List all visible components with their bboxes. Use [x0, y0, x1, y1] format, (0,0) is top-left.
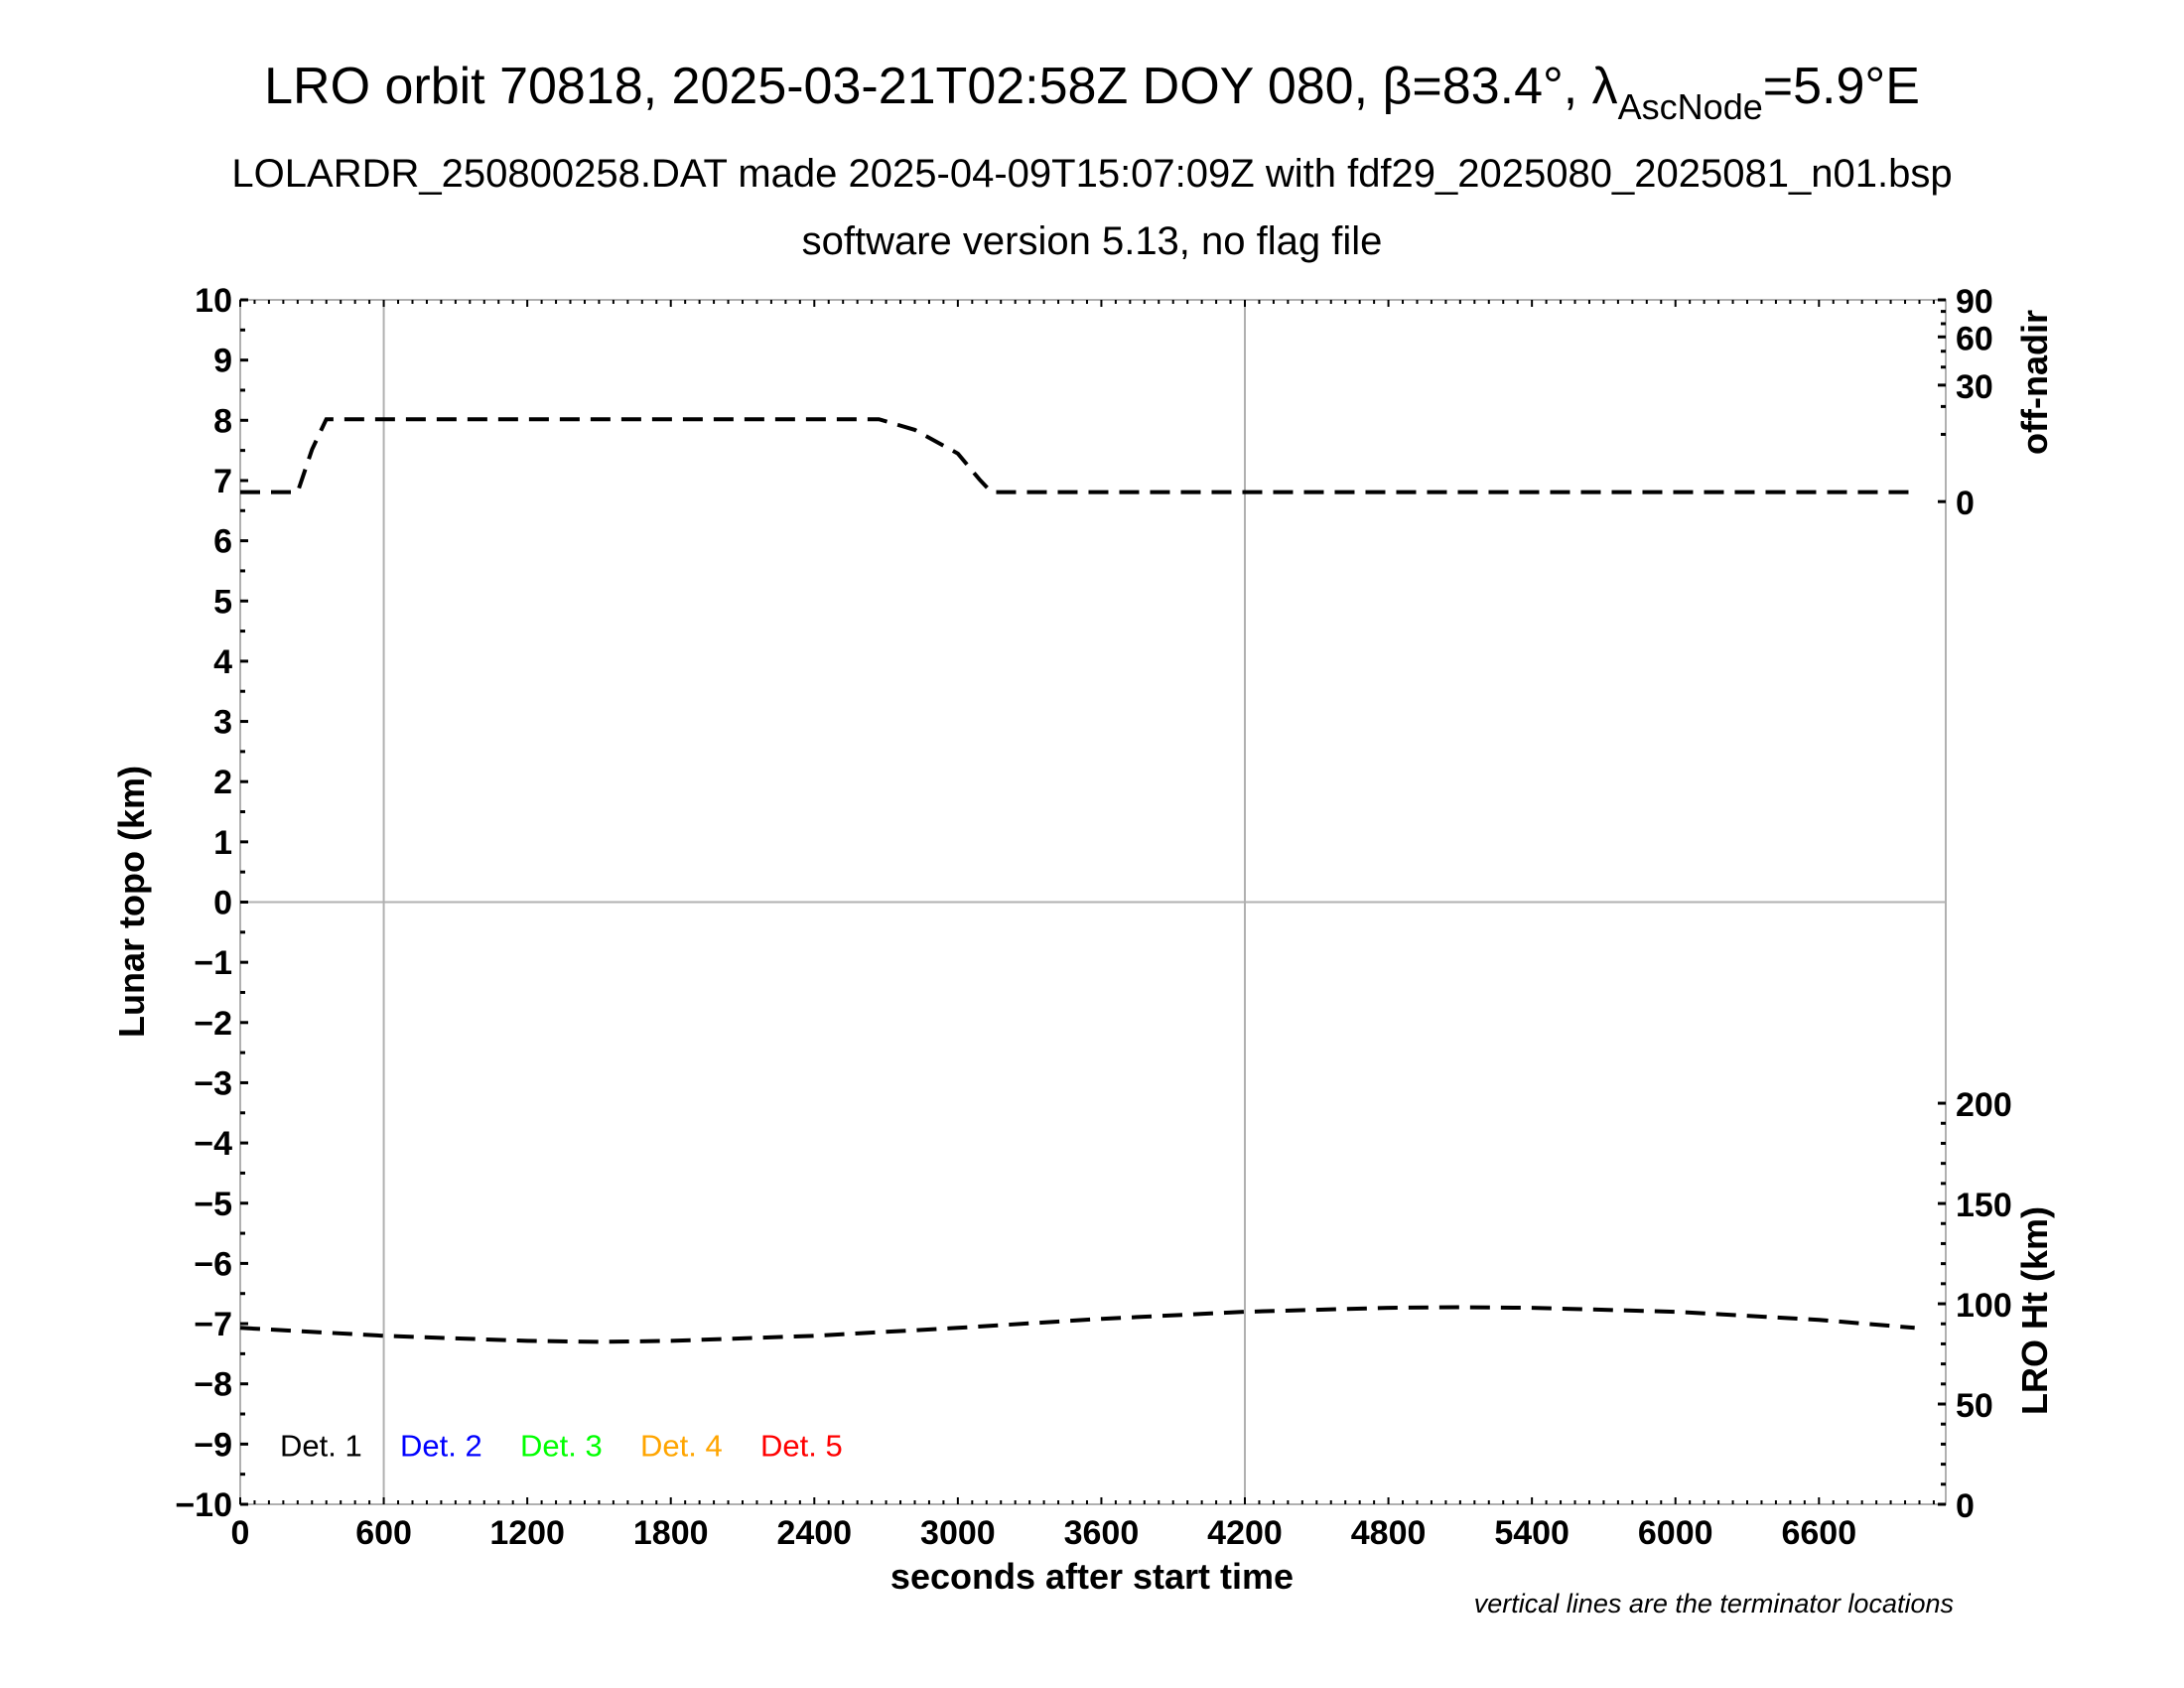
- off-nadir-tick-label: 30: [1956, 368, 1993, 406]
- x-tick-label: 3600: [1064, 1514, 1140, 1552]
- y-tick-label: 8: [213, 402, 232, 440]
- y-tick-label: 5: [213, 583, 232, 621]
- y-axis-label: Lunar topo (km): [111, 766, 152, 1038]
- y-tick-label: −7: [194, 1306, 232, 1343]
- off-nadir-tick-label: 0: [1956, 485, 1975, 522]
- y-tick-label: 9: [213, 343, 232, 380]
- x-tick-label: 6600: [1781, 1514, 1856, 1552]
- x-tick-label: 1800: [633, 1514, 709, 1552]
- x-axis-label: seconds after start time: [890, 1556, 1294, 1597]
- lro-ht-axis-label: LRO Ht (km): [2014, 1206, 2055, 1415]
- lro-ht-tick-label: 150: [1956, 1187, 2012, 1224]
- x-tick-label: 0: [231, 1514, 250, 1552]
- legend-entry-det-4: Det. 4: [640, 1428, 723, 1463]
- y-tick-label: 6: [213, 523, 232, 561]
- x-tick-label: 6000: [1638, 1514, 1713, 1552]
- legend-entry-det-3: Det. 3: [520, 1428, 603, 1463]
- y-tick-label: −6: [194, 1245, 232, 1283]
- y-tick-label: 3: [213, 704, 232, 742]
- y-tick-label: −2: [194, 1005, 232, 1043]
- legend-entry-det-2: Det. 2: [400, 1428, 482, 1463]
- x-tick-label: 1200: [489, 1514, 565, 1552]
- lro-ht-tick-label: 0: [1956, 1487, 1975, 1525]
- off-nadir-line: [240, 417, 1915, 494]
- x-tick-label: 3000: [920, 1514, 996, 1552]
- y-tick-label: 2: [213, 764, 232, 801]
- terminator-note: vertical lines are the terminator locati…: [1474, 1589, 1954, 1618]
- plot-area: 0 600 1200 1800 2400 3000 3600 4200 4800 5400 6000…: [175, 282, 2011, 1552]
- y-tick-label: 1: [213, 824, 232, 862]
- off-nadir-tick-label: 90: [1956, 283, 1993, 321]
- y-tick-label: −9: [194, 1426, 232, 1464]
- x-tick-label: 4200: [1207, 1514, 1283, 1552]
- y-tick-label: −1: [194, 944, 232, 982]
- chart-subtitle-2: software version 5.13, no flag file: [802, 219, 1383, 263]
- y-tick-label: −10: [175, 1486, 232, 1524]
- off-nadir-axis-label: off-nadir: [2014, 310, 2055, 455]
- x-tick-label: 5400: [1494, 1514, 1570, 1552]
- y-tick-label: −8: [194, 1366, 232, 1404]
- off-nadir-tick-label: 60: [1956, 320, 1993, 357]
- y-tick-label: −4: [194, 1125, 232, 1163]
- legend-entry-det-5: Det. 5: [760, 1428, 843, 1463]
- lro-ht-tick-label: 50: [1956, 1387, 1993, 1425]
- lro-height-line: [239, 1305, 1915, 1344]
- chart-title: LRO orbit 70818, 2025-03-21T02:58Z DOY 0…: [264, 58, 1920, 127]
- x-tick-label: 600: [355, 1514, 412, 1552]
- y-tick-label: −5: [194, 1186, 232, 1223]
- y-tick-label: 7: [213, 463, 232, 500]
- legend-entry-det-1: Det. 1: [280, 1428, 362, 1463]
- lro-ht-tick-label: 200: [1956, 1086, 2012, 1124]
- y-tick-label: 0: [213, 885, 232, 922]
- y-tick-label: −3: [194, 1064, 232, 1102]
- chart-subtitle: LOLARDR_250800258.DAT made 2025-04-09T15…: [231, 152, 1952, 196]
- lro-ht-tick-label: 100: [1956, 1287, 2012, 1325]
- x-tick-label: 2400: [776, 1514, 852, 1552]
- y-tick-label: 10: [195, 282, 232, 320]
- y-tick-label: 4: [213, 643, 232, 681]
- x-tick-label: 4800: [1351, 1514, 1427, 1552]
